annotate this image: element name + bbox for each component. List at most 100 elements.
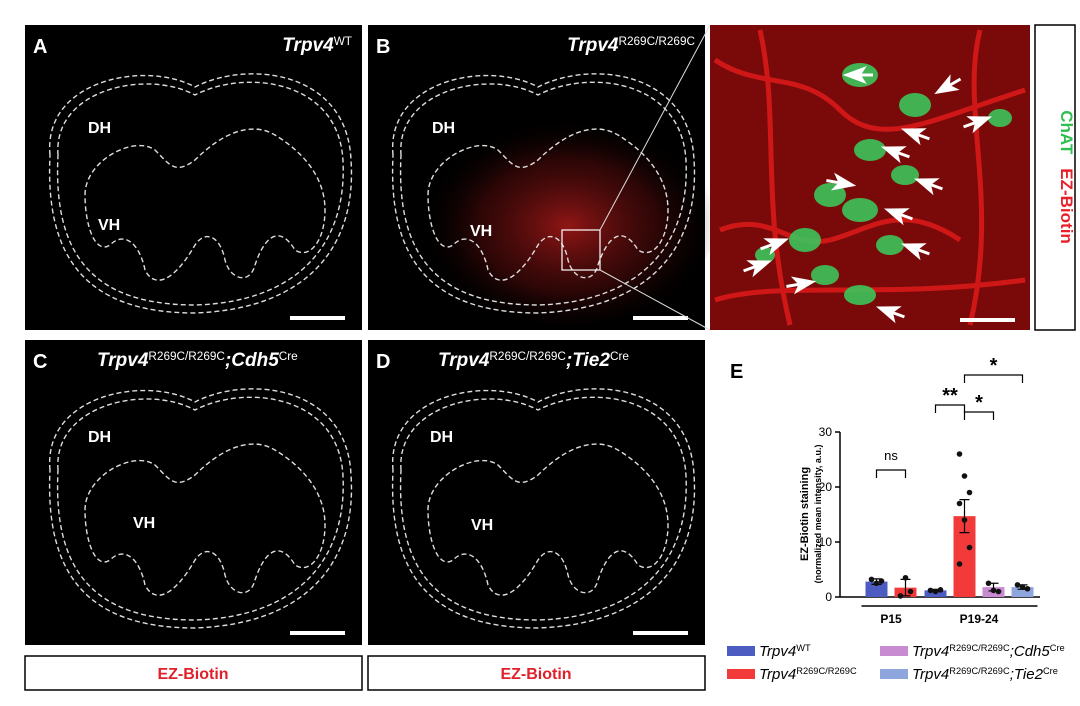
channel-box: [1034, 24, 1076, 331]
text-part: R269C/R269C: [148, 350, 225, 363]
text-part: ;: [566, 350, 572, 371]
bar: [1011, 587, 1034, 597]
zoom-box: [561, 229, 601, 271]
region-label: VH: [470, 223, 492, 240]
text-part: Tie2: [1014, 666, 1044, 683]
text-part: Cre: [279, 350, 298, 363]
micrograph: [368, 340, 705, 645]
text-part: Trpv4: [282, 35, 334, 56]
significance-label: *: [975, 392, 983, 414]
text-part: Trpv4: [912, 666, 949, 683]
data-point: [990, 587, 997, 594]
data-point: [927, 587, 934, 594]
text-part: R269C/R269C: [489, 350, 566, 363]
stain-box: [367, 655, 706, 691]
stain-label: EZ-Biotin: [157, 666, 228, 683]
data-point: [1024, 585, 1031, 592]
panel-title: Trpv4R269C/R269C;Tie2Cre: [438, 350, 629, 372]
panel-title: Trpv4WT: [282, 35, 352, 57]
text-part: Cre: [1050, 643, 1065, 653]
text-part: Cdh5: [231, 350, 279, 371]
bar-chart: E 0 10 20 30 EZ-Biotin staining (normalized me…: [727, 355, 1065, 683]
text-part: WT: [796, 643, 811, 653]
panel-label: E: [730, 361, 743, 383]
data-point: [907, 588, 914, 595]
text-part: ;: [1010, 643, 1014, 660]
error-bar: [959, 499, 970, 534]
micrograph: [25, 340, 362, 645]
zoom-line: [599, 269, 711, 331]
region-label: VH: [133, 515, 155, 532]
data-point: [1019, 584, 1026, 590]
y-tick-label: 20: [819, 480, 833, 494]
vessels: [713, 29, 1026, 326]
data-point: [1014, 582, 1021, 588]
text-part: ;: [1010, 666, 1014, 683]
panel-title: Trpv4R269C/R269C;Cdh5Cre: [97, 350, 298, 372]
zoom-line: [599, 24, 711, 231]
region-label: DH: [430, 429, 453, 446]
text-part: R269C/R269C: [949, 643, 1010, 653]
data-point: [966, 489, 973, 496]
legend-entry: Trpv4R269C/R269C: [759, 666, 857, 683]
text-part: Cdh5: [1014, 643, 1051, 660]
region-label: DH: [432, 120, 455, 137]
stain-box: [24, 655, 363, 691]
legend-swatch: [727, 646, 755, 656]
significance-label: *: [990, 355, 998, 377]
legend-entry: Trpv4R269C/R269C;Tie2Cre: [912, 666, 1058, 683]
data-point: [956, 500, 963, 507]
panel-label: B: [376, 36, 390, 58]
data-point: [966, 544, 973, 551]
legend-swatch: [880, 646, 908, 656]
region-label: VH: [98, 217, 120, 234]
x-tick-label: P15: [880, 612, 902, 626]
data-point: [868, 576, 875, 583]
text-part: Trpv4: [759, 666, 796, 683]
significance-bracket: [934, 404, 966, 413]
panel-title: Trpv4R269C/R269C: [567, 35, 695, 57]
panel-label: C: [33, 351, 47, 373]
data-point: [878, 578, 885, 584]
text-part: Trpv4: [438, 350, 490, 371]
data-point: [985, 580, 992, 587]
region-label: VH: [471, 517, 493, 534]
y-tick-label: 30: [819, 425, 833, 439]
data-point: [873, 580, 880, 587]
text-part: WT: [334, 35, 352, 48]
region-label: DH: [88, 120, 111, 137]
data-point: [932, 588, 939, 595]
inset-panel: ChAT EZ-Biotin: [710, 24, 1076, 331]
data-point: [902, 574, 909, 581]
channel-label: ChAT: [1057, 110, 1076, 155]
bar: [953, 516, 976, 597]
data-point: [937, 587, 944, 593]
text-part: R269C/R269C: [796, 666, 857, 676]
text-part: Trpv4: [759, 643, 796, 660]
data-point: [897, 593, 904, 599]
x-tick-label: P19-24: [960, 612, 999, 626]
data-point: [961, 473, 968, 479]
channel-label: EZ-Biotin: [1057, 168, 1076, 244]
text-part: Cre: [1043, 666, 1058, 676]
panel-label: A: [33, 36, 47, 58]
stain-label: EZ-Biotin: [500, 666, 571, 683]
panel-label: D: [376, 351, 390, 373]
y-axis-subtitle: (normalized mean intensity, a.u.): [813, 445, 823, 584]
region-label: DH: [88, 429, 111, 446]
text-part: ;: [225, 350, 231, 371]
significance-label: **: [942, 385, 958, 407]
data-point: [956, 561, 963, 567]
significance-label: ns: [884, 448, 898, 463]
significance-bracket: [963, 411, 995, 420]
text-part: Trpv4: [912, 643, 949, 660]
text-part: Trpv4: [97, 350, 149, 371]
legend-swatch: [880, 669, 908, 679]
text-part: R269C/R269C: [618, 35, 695, 48]
micrograph: [25, 25, 362, 330]
legend-swatch: [727, 669, 755, 679]
legend-entry: Trpv4R269C/R269C;Cdh5Cre: [912, 643, 1065, 660]
